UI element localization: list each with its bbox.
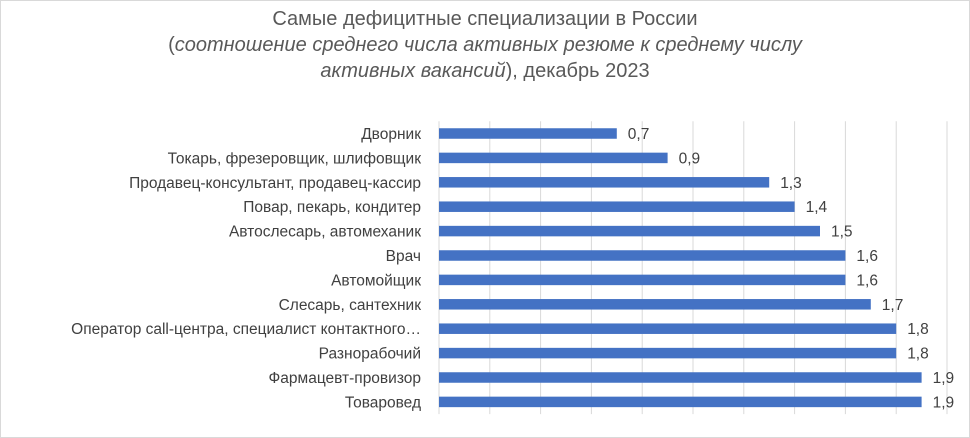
data-label: 1,6 (856, 248, 878, 265)
data-label: 1,7 (882, 297, 904, 314)
category-label: Продавец-консультант, продавец-кассир (129, 175, 421, 192)
chart-title-line-2: (соотношение среднего числа активных рез… (1, 32, 969, 58)
bar (439, 372, 922, 383)
data-label: 1,8 (907, 346, 929, 363)
bar (439, 274, 846, 286)
chart-subtitle-date: ), декабрь 2023 (505, 60, 650, 82)
category-label: Врач (386, 248, 421, 265)
category-label: Фармацевт-провизор (269, 370, 421, 387)
chart-title-line-3: активных вакансий), декабрь 2023 (1, 58, 969, 84)
category-label: Слесарь, сантехник (279, 297, 422, 314)
bar (439, 201, 795, 212)
data-label: 1,8 (907, 321, 929, 338)
chart-subtitle-italic-2: активных вакансий (320, 60, 506, 82)
category-label: Токарь, фрезеровщик, шлифовщик (168, 150, 422, 167)
category-label: Автослесарь, автомеханик (229, 224, 421, 241)
bar (439, 250, 846, 261)
data-label: 1,5 (831, 224, 853, 241)
category-label: Товаровед (345, 394, 421, 411)
category-label: Оператор call-центра, специалист контакт… (71, 321, 421, 338)
bar (439, 323, 897, 334)
chart-title-line-1: Самые дефицитные специализации в России (272, 8, 698, 30)
category-label: Дворник (361, 126, 421, 143)
bar (439, 347, 897, 359)
bar (439, 396, 922, 408)
data-label: 1,4 (806, 199, 828, 216)
data-label: 1,9 (933, 394, 955, 411)
data-label: 1,9 (933, 370, 955, 387)
bar (439, 299, 871, 310)
bar (439, 128, 617, 139)
chart-subtitle-italic-1: соотношение среднего числа активных резю… (174, 34, 802, 56)
data-label: 0,9 (679, 150, 701, 167)
data-label: 1,3 (780, 175, 802, 192)
data-label: 0,7 (628, 126, 650, 143)
category-label: Разнорабочий (319, 346, 421, 363)
data-label: 1,6 (856, 272, 878, 289)
bar (439, 152, 668, 164)
chart-title: Самые дефицитные специализации в России … (1, 6, 969, 84)
chart-title-paren-open: ( (168, 34, 175, 56)
category-label: Повар, пекарь, кондитер (243, 199, 421, 216)
bar (439, 225, 820, 237)
category-label: Автомойщик (331, 272, 421, 289)
bar (439, 177, 770, 188)
